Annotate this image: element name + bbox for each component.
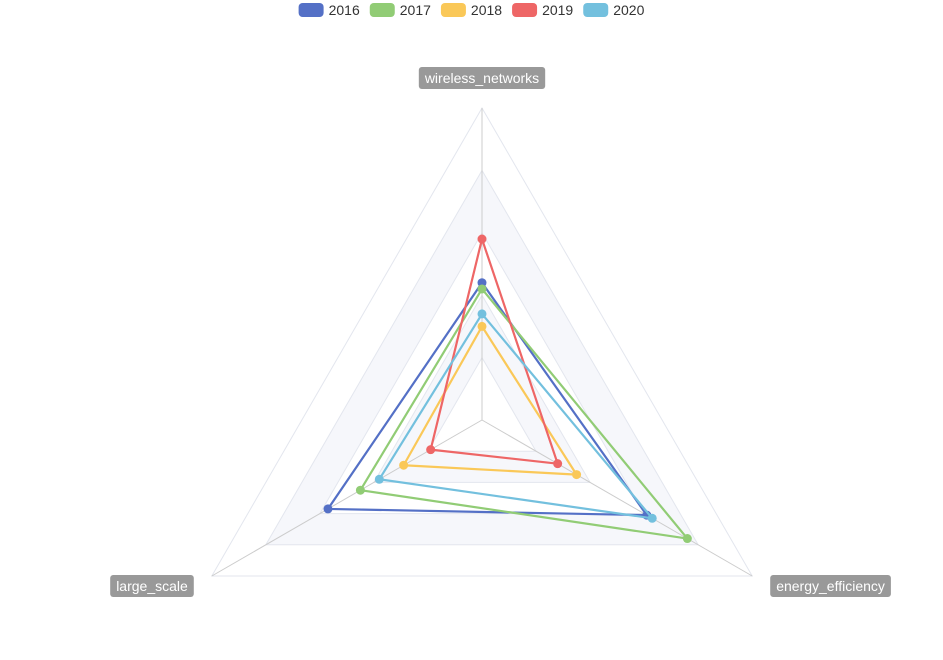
- series-2017[interactable]: [355, 284, 692, 544]
- legend-swatch: [440, 3, 466, 17]
- legend-swatch: [583, 3, 609, 17]
- legend-label: 2017: [400, 2, 431, 18]
- series-line-2020[interactable]: [378, 312, 654, 520]
- radar-split-line-4: [264, 169, 700, 546]
- series-line-2016[interactable]: [326, 281, 648, 517]
- data-point-2019-energy-efficiency[interactable]: [553, 459, 563, 469]
- radar-series-group: [323, 234, 692, 544]
- axis-line-large-scale: [211, 419, 483, 577]
- indicator-label-bg: [110, 575, 194, 597]
- indicator-label-large-scale: large_scale: [110, 575, 194, 597]
- data-point-2020-energy-efficiency[interactable]: [647, 513, 657, 523]
- radar-axis-lines: [211, 108, 753, 577]
- indicator-label-bg: [418, 67, 546, 89]
- indicator-label-energy-efficiency: energy_efficiency: [770, 575, 891, 597]
- data-point-2017-large-scale[interactable]: [355, 485, 365, 495]
- series-2020[interactable]: [374, 309, 657, 523]
- series-line-2019[interactable]: [429, 237, 559, 465]
- data-point-2017-wireless-networks[interactable]: [477, 284, 487, 294]
- data-point-2018-wireless-networks[interactable]: [477, 321, 487, 331]
- data-point-2020-large-scale[interactable]: [374, 474, 384, 484]
- series-line-2017[interactable]: [359, 287, 689, 540]
- radar-indicator-labels: wireless_networks energy_efficiency large_…: [110, 67, 891, 597]
- legend-label: 2016: [329, 2, 360, 18]
- data-point-2020-wireless-networks[interactable]: [477, 309, 487, 319]
- data-point-2019-wireless-networks[interactable]: [477, 234, 487, 244]
- axis-line-energy-efficiency: [481, 419, 753, 577]
- indicator-label-text: energy_efficiency: [776, 578, 885, 594]
- indicator-label-text: large_scale: [116, 578, 188, 594]
- legend-item-2017[interactable]: 2017: [369, 2, 431, 18]
- indicator-label-text: wireless_networks: [424, 70, 539, 86]
- radar-split-line-1: [427, 356, 537, 452]
- legend-swatch: [512, 3, 538, 17]
- legend-swatch: [298, 3, 324, 17]
- legend-label: 2018: [471, 2, 502, 18]
- data-point-2016-large-scale[interactable]: [323, 504, 333, 514]
- data-point-2018-large-scale[interactable]: [399, 460, 409, 470]
- series-2019[interactable]: [426, 234, 563, 469]
- legend-item-2019[interactable]: 2019: [512, 2, 573, 18]
- data-point-2016-wireless-networks[interactable]: [477, 278, 487, 288]
- legend[interactable]: 2016 2017 2018 2019 2020: [298, 2, 645, 18]
- data-point-2017-energy-efficiency[interactable]: [682, 534, 692, 544]
- legend-item-2020[interactable]: 2020: [583, 2, 645, 18]
- legend-item-2018[interactable]: 2018: [440, 2, 502, 18]
- radar-split-line-2: [373, 294, 591, 483]
- radar-split-line-5: [210, 107, 754, 577]
- legend-swatch: [369, 3, 395, 17]
- indicator-label-bg: [770, 575, 891, 597]
- legend-item-2016[interactable]: 2016: [298, 2, 360, 18]
- indicator-label-wireless-networks: wireless_networks: [418, 67, 546, 89]
- radar-split-line-3: [319, 231, 645, 515]
- data-point-2018-energy-efficiency[interactable]: [572, 470, 582, 480]
- legend-label: 2020: [613, 2, 644, 18]
- legend-label: 2019: [542, 2, 573, 18]
- radar-split-lines: [210, 107, 754, 577]
- data-point-2019-large-scale[interactable]: [426, 445, 436, 455]
